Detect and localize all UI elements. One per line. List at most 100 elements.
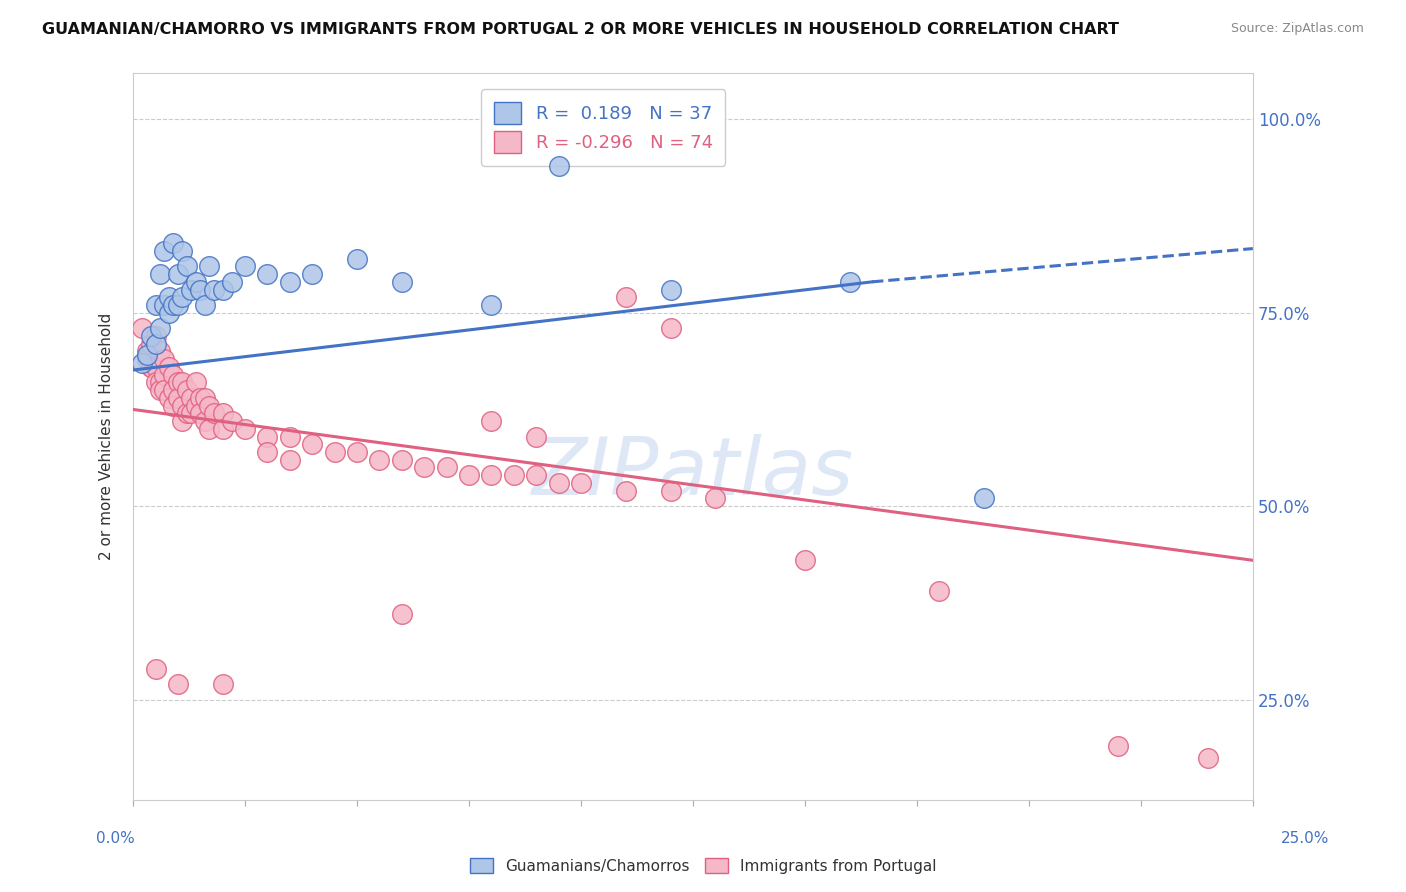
Point — [502, 468, 524, 483]
Point — [167, 376, 190, 390]
Point — [614, 483, 637, 498]
Point — [614, 290, 637, 304]
Point — [233, 422, 256, 436]
Point — [162, 298, 184, 312]
Point — [172, 414, 194, 428]
Point — [157, 306, 180, 320]
Point — [188, 391, 211, 405]
Point — [211, 406, 233, 420]
Point — [413, 460, 436, 475]
Point — [659, 321, 682, 335]
Point — [176, 260, 198, 274]
Text: GUAMANIAN/CHAMORRO VS IMMIGRANTS FROM PORTUGAL 2 OR MORE VEHICLES IN HOUSEHOLD C: GUAMANIAN/CHAMORRO VS IMMIGRANTS FROM PO… — [42, 22, 1119, 37]
Point — [524, 468, 547, 483]
Point — [278, 275, 301, 289]
Point — [180, 391, 202, 405]
Point — [221, 275, 243, 289]
Point — [194, 414, 217, 428]
Point — [135, 348, 157, 362]
Point — [1197, 750, 1219, 764]
Point — [149, 267, 172, 281]
Y-axis label: 2 or more Vehicles in Household: 2 or more Vehicles in Household — [100, 313, 114, 560]
Point — [194, 391, 217, 405]
Point — [184, 399, 207, 413]
Point — [145, 298, 167, 312]
Point — [153, 352, 176, 367]
Point — [153, 383, 176, 397]
Point — [172, 376, 194, 390]
Point — [135, 352, 157, 367]
Point — [211, 422, 233, 436]
Point — [256, 429, 278, 443]
Point — [188, 283, 211, 297]
Point — [198, 422, 221, 436]
Point — [135, 344, 157, 359]
Point — [194, 298, 217, 312]
Point — [481, 468, 503, 483]
Point — [162, 236, 184, 251]
Point — [188, 406, 211, 420]
Point — [145, 329, 167, 343]
Point — [180, 406, 202, 420]
Point — [928, 584, 950, 599]
Point — [1107, 739, 1129, 753]
Point — [323, 445, 346, 459]
Point — [176, 406, 198, 420]
Text: ZIPatlas: ZIPatlas — [531, 434, 853, 512]
Point — [162, 399, 184, 413]
Point — [256, 267, 278, 281]
Point — [481, 414, 503, 428]
Point — [167, 267, 190, 281]
Point — [346, 445, 368, 459]
Point — [301, 267, 323, 281]
Point — [704, 491, 727, 506]
Point — [547, 159, 569, 173]
Point — [149, 376, 172, 390]
Point — [198, 399, 221, 413]
Point — [131, 356, 153, 370]
Text: 25.0%: 25.0% — [1281, 831, 1329, 846]
Point — [368, 452, 391, 467]
Point — [221, 414, 243, 428]
Point — [153, 368, 176, 382]
Point — [153, 298, 176, 312]
Point — [391, 452, 413, 467]
Point — [149, 383, 172, 397]
Point — [145, 359, 167, 374]
Point — [184, 275, 207, 289]
Point — [346, 252, 368, 266]
Point — [139, 359, 162, 374]
Point — [131, 321, 153, 335]
Point — [157, 391, 180, 405]
Point — [172, 244, 194, 258]
Point — [547, 475, 569, 490]
Point — [391, 275, 413, 289]
Point — [139, 336, 162, 351]
Point — [149, 344, 172, 359]
Point — [139, 359, 162, 374]
Point — [145, 336, 167, 351]
Point — [162, 383, 184, 397]
Point — [176, 383, 198, 397]
Point — [301, 437, 323, 451]
Point — [524, 429, 547, 443]
Point — [184, 376, 207, 390]
Point — [278, 452, 301, 467]
Point — [481, 298, 503, 312]
Point — [139, 329, 162, 343]
Point — [794, 553, 817, 567]
Point — [659, 283, 682, 297]
Text: Source: ZipAtlas.com: Source: ZipAtlas.com — [1230, 22, 1364, 36]
Point — [659, 483, 682, 498]
Point — [157, 359, 180, 374]
Point — [145, 376, 167, 390]
Point — [973, 491, 995, 506]
Point — [256, 445, 278, 459]
Point — [436, 460, 458, 475]
Point — [202, 283, 225, 297]
Text: 0.0%: 0.0% — [96, 831, 135, 846]
Legend: R =  0.189   N = 37, R = -0.296   N = 74: R = 0.189 N = 37, R = -0.296 N = 74 — [481, 89, 725, 166]
Point — [278, 429, 301, 443]
Point — [145, 662, 167, 676]
Point — [838, 275, 860, 289]
